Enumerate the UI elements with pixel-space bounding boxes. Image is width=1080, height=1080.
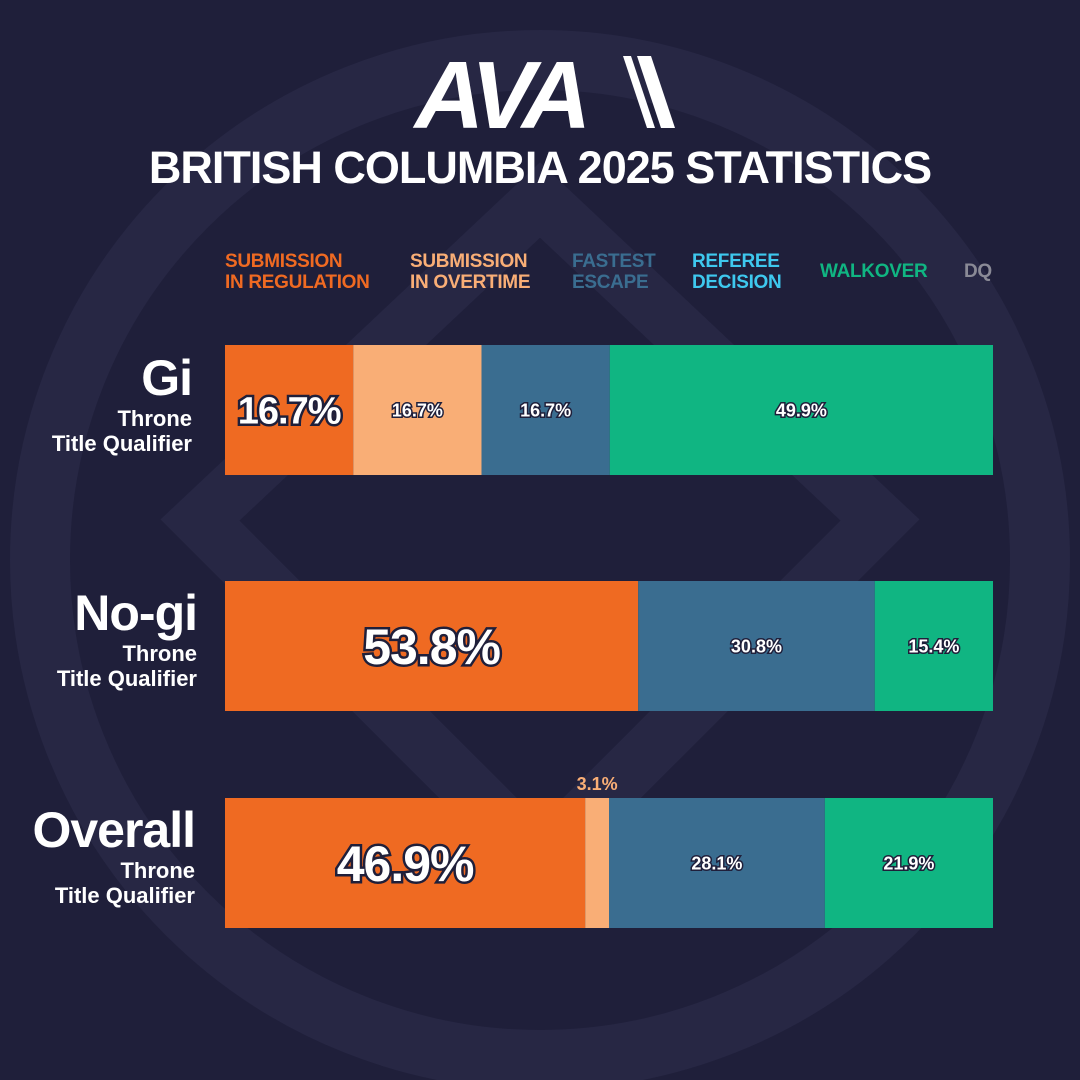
ava-logo: AVA xyxy=(413,52,675,132)
legend-item-referee-decision: REFEREE DECISION xyxy=(692,251,782,293)
legend-item-fastest-escape: FASTEST ESCAPE xyxy=(572,251,656,293)
row-label-gi: Gi Throne Title Qualifier xyxy=(0,350,193,456)
bar-segment-gi-4 xyxy=(609,345,993,475)
data-label: 16.7% xyxy=(520,400,571,420)
bar-segment-gi-2 xyxy=(481,345,610,475)
data-label: 15.4% xyxy=(908,636,959,656)
bar-segment-overall-0 xyxy=(225,798,586,928)
data-label: 3.1% xyxy=(577,774,618,794)
bar-segment-overall-1 xyxy=(585,798,609,928)
data-label: 16.7% xyxy=(238,391,341,433)
data-label: 16.7% xyxy=(392,400,443,420)
row-label-nogi: No-gi Throne Title Qualifier xyxy=(0,585,198,691)
bar-segment-nogi-2 xyxy=(638,581,875,711)
bar-segment-gi-1 xyxy=(353,345,482,475)
data-label: 28.1% xyxy=(691,853,742,873)
row-name: No-gi xyxy=(74,585,198,641)
legend-item-walkover: WALKOVER xyxy=(820,261,928,282)
bar-segment-nogi-4 xyxy=(874,581,993,711)
data-label: 21.9% xyxy=(883,853,934,873)
legend-item-dq: DQ xyxy=(964,261,992,282)
bar-segment-gi-0 xyxy=(225,345,354,475)
legend-item-submission-regulation: SUBMISSION IN REGULATION xyxy=(225,251,370,293)
row-label-overall: Overall Throne Title Qualifier xyxy=(0,802,196,908)
page-title: BRITISH COLUMBIA 2025 STATISTICS xyxy=(148,142,932,193)
legend-item-submission-overtime: SUBMISSION IN OVERTIME xyxy=(410,251,531,293)
bar-segment-nogi-0 xyxy=(225,581,639,711)
bar-segment-overall-4 xyxy=(824,798,993,928)
data-label: 46.9% xyxy=(337,836,474,892)
data-label: 30.8% xyxy=(731,636,782,656)
data-label: 49.9% xyxy=(776,400,827,420)
row-subtitle: Throne Title Qualifier xyxy=(54,858,195,908)
row-subtitle: Throne Title Qualifier xyxy=(51,406,192,456)
brand-text: AVA xyxy=(413,52,585,132)
row-name: Gi xyxy=(141,350,193,406)
row-name: Overall xyxy=(32,802,196,858)
data-label: 53.8% xyxy=(363,619,500,675)
row-subtitle: Throne Title Qualifier xyxy=(56,641,197,691)
bar-segment-overall-2 xyxy=(609,798,825,928)
